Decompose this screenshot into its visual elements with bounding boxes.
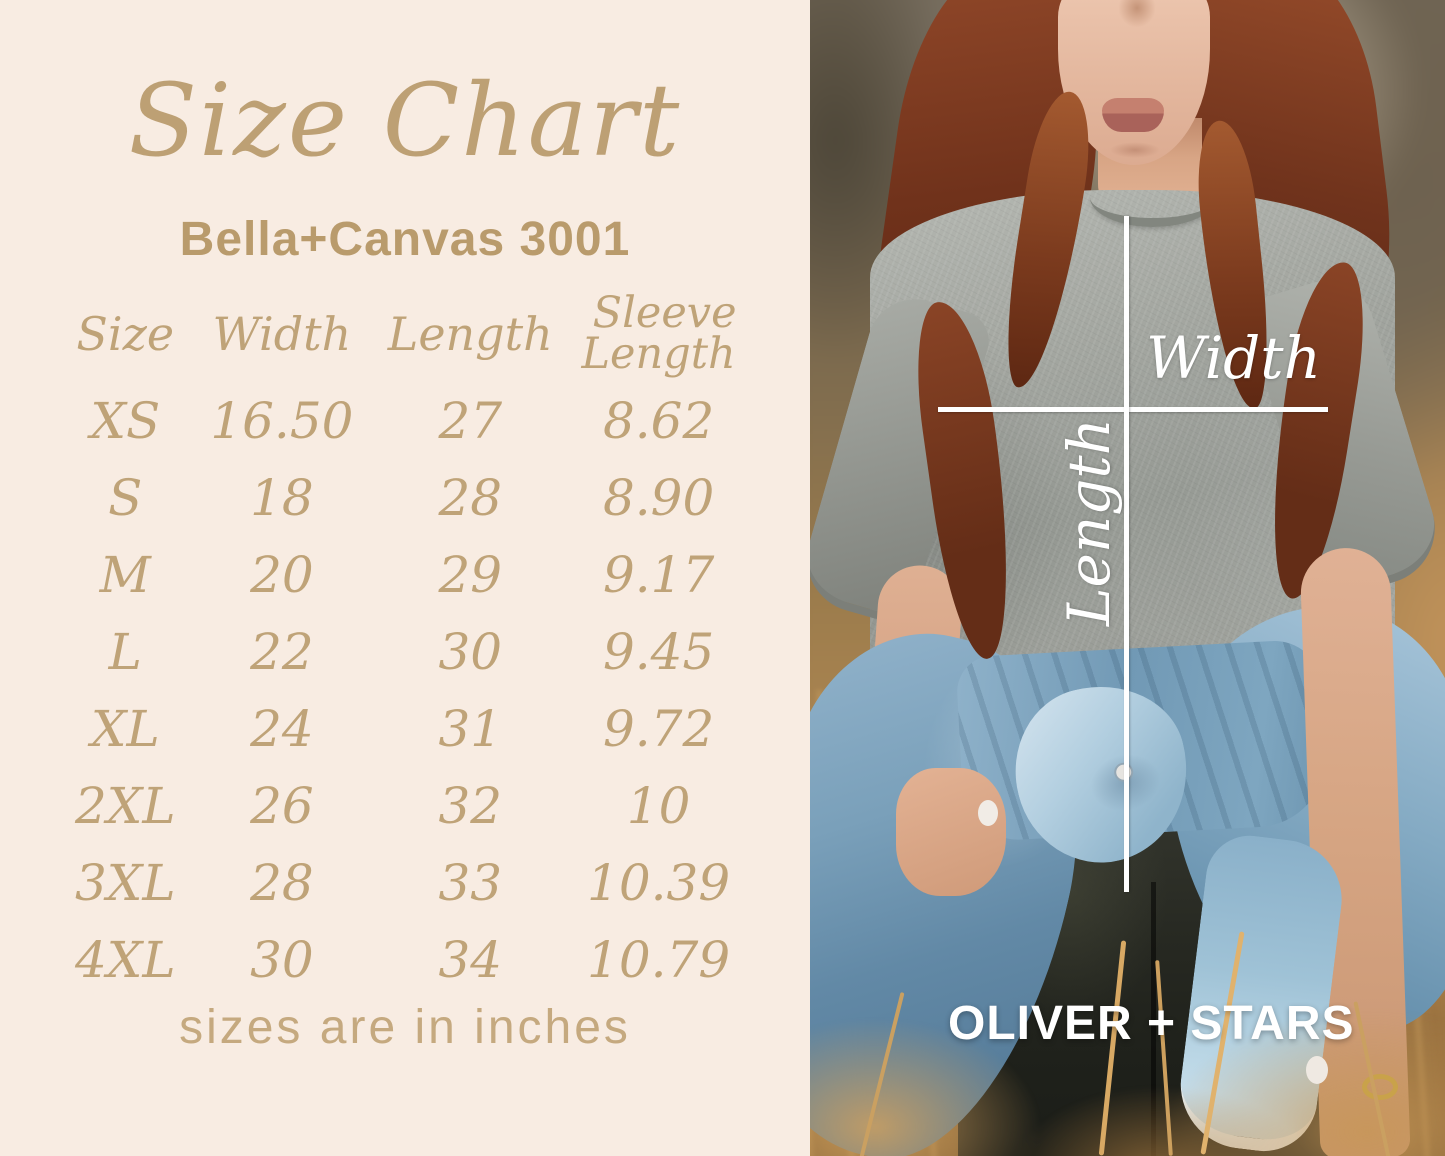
size-chart-panel: Size Chart Bella+Canvas 3001 Size Width … xyxy=(48,62,738,1054)
table-row: XS 16.50 27 8.62 xyxy=(48,382,738,459)
width-measurement-line xyxy=(938,407,1328,412)
length-measurement-label: Length xyxy=(1055,418,1123,626)
fingernail xyxy=(1306,1056,1328,1084)
product-subtitle: Bella+Canvas 3001 xyxy=(179,213,631,266)
cell-size: 2XL xyxy=(74,776,176,835)
cell-sleeve-length: 10.79 xyxy=(587,930,731,989)
size-table-header: Size Width Length Sleeve Length xyxy=(48,282,738,386)
header-length: Length xyxy=(387,307,553,361)
cell-size: XL xyxy=(90,699,160,758)
model-hand-left xyxy=(896,768,1006,896)
cell-width: 20 xyxy=(250,545,314,604)
table-row: 2XL 26 32 10 xyxy=(48,767,738,844)
cell-size: M xyxy=(99,545,151,604)
cell-size: 3XL xyxy=(74,853,176,912)
table-row: L 22 30 9.45 xyxy=(48,613,738,690)
cell-width: 16.50 xyxy=(210,391,354,450)
cell-length: 31 xyxy=(438,699,503,758)
tshirt-collar xyxy=(1090,168,1216,227)
cell-sleeve-length: 8.62 xyxy=(602,391,715,450)
gold-ring xyxy=(1362,1074,1398,1100)
cell-size: S xyxy=(108,468,143,527)
cell-width: 24 xyxy=(250,699,314,758)
cell-length: 27 xyxy=(438,391,503,450)
cell-size: L xyxy=(108,622,142,681)
model-lips xyxy=(1102,98,1164,132)
cell-width: 30 xyxy=(250,930,314,989)
cell-sleeve-length: 10.39 xyxy=(587,853,731,912)
cell-sleeve-length: 9.17 xyxy=(602,545,715,604)
model-photo: Width Length OLIVER + STARS xyxy=(810,0,1445,1156)
cell-length: 29 xyxy=(438,545,503,604)
page-title: Size Chart xyxy=(128,62,682,179)
cell-width: 18 xyxy=(250,468,314,527)
table-row: 4XL 30 34 10.79 xyxy=(48,921,738,998)
size-table-body: XS 16.50 27 8.62 S 18 28 8.90 M 20 29 9.… xyxy=(48,382,738,998)
cell-size: 4XL xyxy=(74,930,176,989)
cell-width: 22 xyxy=(250,622,314,681)
cell-sleeve-length: 8.90 xyxy=(602,468,715,527)
cell-sleeve-length: 10 xyxy=(626,776,691,835)
table-row: M 20 29 9.17 xyxy=(48,536,738,613)
header-size: Size xyxy=(76,307,175,361)
header-width: Width xyxy=(212,307,352,361)
foreground-grass xyxy=(810,930,1445,1156)
brand-watermark: OLIVER + STARS xyxy=(948,997,1355,1050)
chin-shadow xyxy=(1110,142,1160,158)
width-measurement-label: Width xyxy=(1146,324,1321,392)
cell-length: 34 xyxy=(438,930,503,989)
units-footnote: sizes are in inches xyxy=(179,1001,631,1054)
table-row: S 18 28 8.90 xyxy=(48,459,738,536)
cell-length: 32 xyxy=(438,776,503,835)
cell-width: 28 xyxy=(250,853,314,912)
header-sleeve-length: Sleeve Length xyxy=(581,288,737,379)
cell-length: 30 xyxy=(438,622,503,681)
cell-length: 28 xyxy=(438,468,503,527)
fingernail xyxy=(978,800,998,826)
table-row: XL 24 31 9.72 xyxy=(48,690,738,767)
cell-sleeve-length: 9.72 xyxy=(602,699,715,758)
cell-size: XS xyxy=(90,391,161,450)
cell-sleeve-length: 9.45 xyxy=(602,622,715,681)
cell-length: 33 xyxy=(438,853,503,912)
cell-width: 26 xyxy=(250,776,314,835)
table-row: 3XL 28 33 10.39 xyxy=(48,844,738,921)
length-measurement-line xyxy=(1124,216,1129,892)
